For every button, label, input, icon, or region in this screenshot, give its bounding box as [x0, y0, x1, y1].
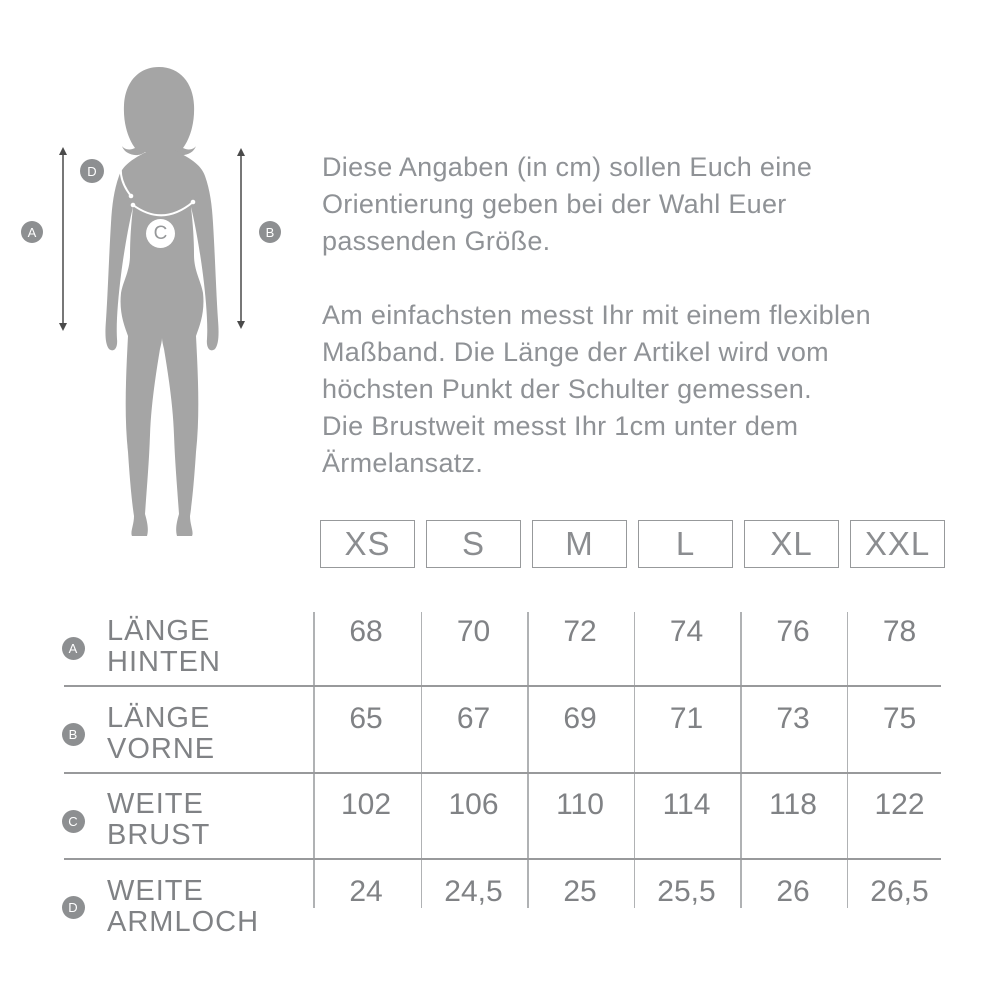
- row-label-line: ARMLOCH: [107, 905, 260, 938]
- row-label-line: VORNE: [107, 732, 216, 765]
- silhouette-hair: [122, 67, 196, 156]
- row-label-line: WEITE: [107, 874, 204, 907]
- table-cell: 24: [349, 874, 383, 908]
- row-marker-c-badge: C: [61, 809, 85, 833]
- body-silhouette-figure: [59, 67, 245, 536]
- table-row-divider: [64, 858, 941, 860]
- intro-line: passenden Größe.: [322, 226, 551, 256]
- table-cell: 24,5: [444, 874, 503, 908]
- size-header-xl: XL: [744, 520, 839, 568]
- table-cell: 74: [669, 615, 704, 648]
- length-front-arrow-icon: [237, 148, 245, 329]
- instructions-line: Maßband. Die Länge der Artikel wird vom: [322, 337, 829, 367]
- table-cell: 65: [349, 701, 383, 735]
- table-cell: 25: [563, 874, 597, 908]
- table-cell: 118: [769, 788, 817, 821]
- table-cell: 114: [662, 788, 711, 821]
- intro-text: Diese Angaben (in cm) sollen Euch eine O…: [322, 149, 812, 260]
- table-cell: 67: [456, 701, 491, 735]
- table-column-divider: [420, 612, 422, 908]
- row-label-line: LÄNGE: [107, 701, 211, 734]
- table-cell: 78: [882, 615, 917, 648]
- table-cell: 72: [563, 615, 597, 648]
- table-cell: 73: [776, 701, 810, 735]
- marker-a-badge: A: [21, 221, 43, 243]
- table-column-divider: [527, 612, 529, 908]
- size-header-l: L: [638, 520, 733, 568]
- row-marker-d-badge: D: [61, 896, 85, 919]
- row-label-line: BRUST: [107, 819, 211, 851]
- table-column-divider: [633, 612, 635, 908]
- row-label-line: WEITE: [107, 788, 204, 820]
- table-cell: 110: [556, 788, 604, 821]
- table-cell: 25,5: [657, 874, 716, 908]
- row-label-line: LÄNGE: [107, 615, 211, 647]
- table-column-divider: [846, 612, 848, 908]
- instructions-line: höchsten Punkt der Schulter gemessen.: [322, 374, 812, 404]
- row-marker-b-badge: B: [61, 723, 85, 746]
- table-cell: 26,5: [870, 874, 929, 908]
- marker-c-badge: C: [146, 219, 175, 248]
- size-header-xxl: XXL: [850, 520, 945, 568]
- table-cell: 71: [669, 701, 704, 735]
- table-column-divider: [313, 612, 315, 908]
- table-row-divider: [64, 685, 941, 687]
- table-cell: 69: [563, 701, 597, 735]
- silhouette-body: [105, 150, 219, 536]
- length-back-arrow-icon: [59, 147, 67, 331]
- marker-d-badge: D: [80, 159, 104, 183]
- armhole-measure-arc: [119, 155, 134, 199]
- table-row-divider: [64, 771, 941, 774]
- row-marker-a-badge: A: [61, 636, 85, 660]
- instructions-line: Am einfachsten messt Ihr mit einem flexi…: [322, 300, 871, 330]
- size-header-xs: XS: [320, 520, 415, 568]
- table-cell: 122: [874, 788, 925, 821]
- row-label-line: HINTEN: [107, 646, 221, 678]
- marker-b-badge: B: [259, 221, 281, 243]
- table-cell: 68: [349, 615, 383, 648]
- intro-line: Diese Angaben (in cm) sollen Euch eine: [322, 152, 813, 182]
- table-cell: 102: [340, 788, 392, 821]
- intro-line: Orientierung geben bei der Wahl Euer: [322, 189, 787, 219]
- table-column-divider: [740, 612, 742, 908]
- instructions-line: Die Brustweit messt Ihr 1cm unter dem: [322, 411, 799, 441]
- instructions-line: Ärmelansatz.: [322, 448, 484, 478]
- table-cell: 106: [448, 788, 499, 821]
- size-header-m: M: [532, 520, 627, 568]
- table-cell: 70: [456, 615, 491, 648]
- table-cell: 26: [776, 874, 810, 908]
- table-cell: 75: [882, 701, 917, 735]
- chest-measure-arc: [130, 199, 196, 217]
- size-header-s: S: [426, 520, 521, 568]
- measuring-instructions-text: Am einfachsten messt Ihr mit einem flexi…: [322, 297, 871, 482]
- table-cell: 76: [776, 615, 810, 648]
